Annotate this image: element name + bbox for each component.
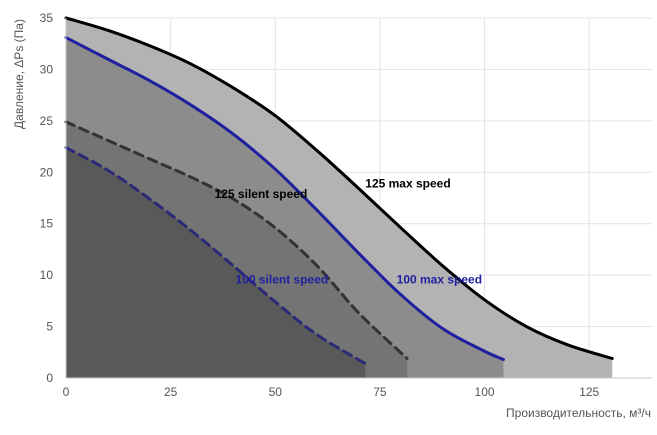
series-line-1 [64, 36, 505, 361]
y-axis-label: Давление, ΔPs (Па) [12, 19, 26, 129]
series-line-2 [64, 120, 409, 360]
series-line-0 [64, 16, 614, 360]
series-areas [66, 18, 613, 378]
y-tick-label: 5 [46, 320, 53, 334]
series-annotation-2: 125 silent speed [215, 187, 308, 201]
y-tick-label: 0 [46, 371, 53, 385]
y-tick-label: 35 [40, 11, 54, 25]
x-tick-label: 75 [373, 385, 387, 399]
series-annotation-0: 125 max speed [365, 177, 450, 191]
x-axis-label: Производительность, м³/ч [506, 406, 651, 420]
x-tick-label: 50 [269, 385, 283, 399]
series-lines [64, 16, 614, 366]
x-tick-label: 125 [579, 385, 599, 399]
y-tick-label: 30 [40, 62, 54, 76]
y-tick-label: 15 [40, 217, 54, 231]
series-annotation-3: 100 silent speed [236, 272, 329, 286]
axes: 0 5 10 15 20 25 30 35 0 25 50 75 100 125 [40, 11, 652, 399]
x-tick-label: 0 [63, 385, 70, 399]
x-tick-label: 100 [475, 385, 495, 399]
series-line-3 [64, 146, 367, 366]
y-tick-label: 25 [40, 114, 54, 128]
series-area-3 [66, 147, 366, 378]
series-annotation-1: 100 max speed [397, 272, 482, 286]
y-tick-label: 20 [40, 165, 54, 179]
y-tick-label: 10 [40, 268, 54, 282]
series-annotations: 125 max speed 100 max speed 125 silent spe… [215, 177, 482, 287]
x-tick-label: 25 [164, 385, 178, 399]
